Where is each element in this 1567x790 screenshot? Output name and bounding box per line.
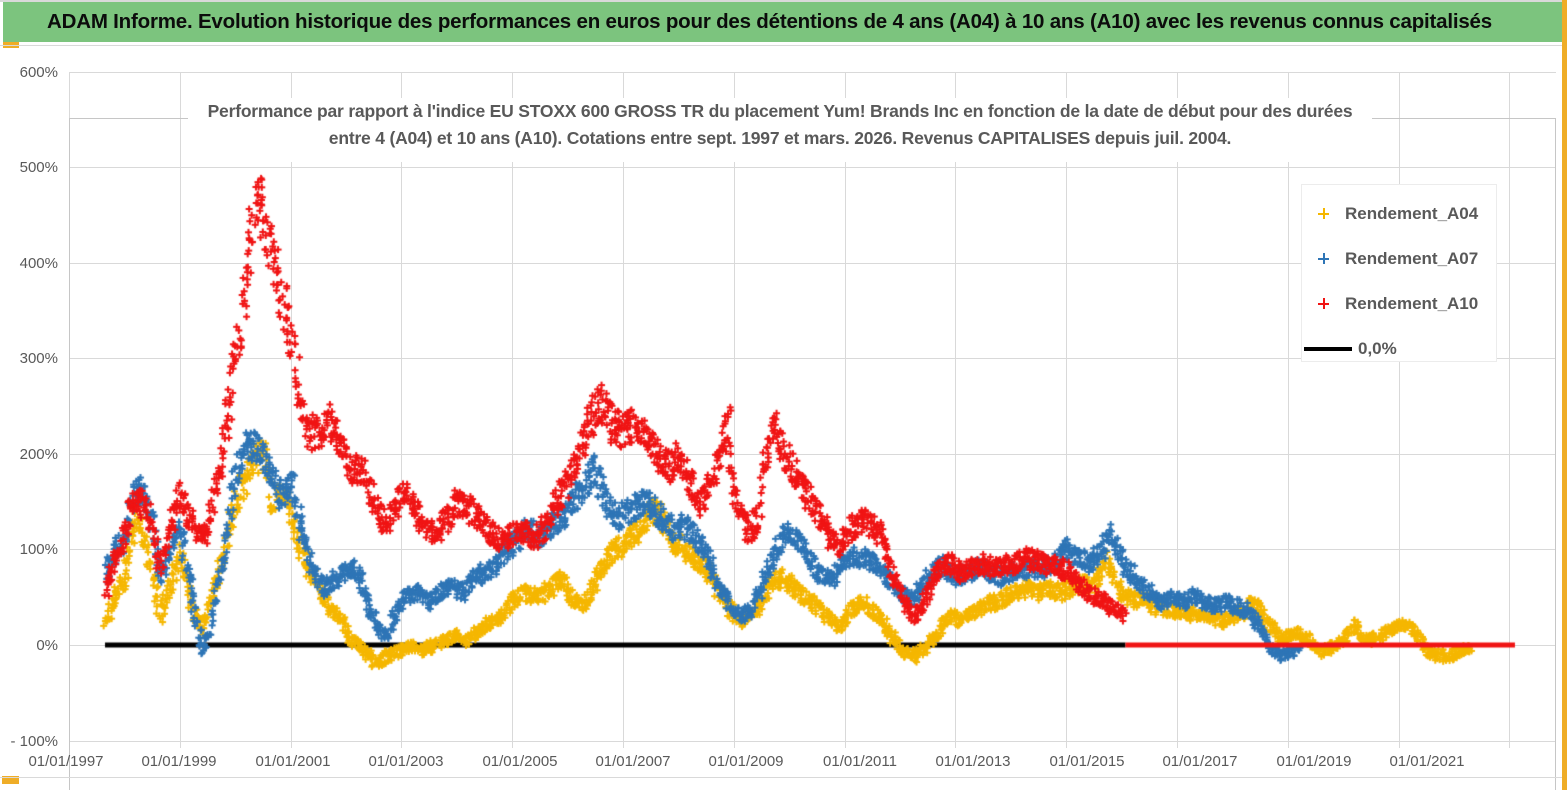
x-axis-label: 01/01/1997 bbox=[28, 753, 104, 770]
legend-label: Rendement_A04 bbox=[1345, 203, 1479, 223]
legend: Rendement_A04 Rendement_A07 Rendement_A10 0… bbox=[1301, 184, 1497, 362]
x-axis-label: 01/01/2005 bbox=[482, 753, 558, 770]
chart-title-line2: entre 4 (A04) et 10 ans (A10). Cotations… bbox=[328, 128, 1232, 148]
zero-line-marker-icon bbox=[1304, 346, 1352, 351]
x-axis-label: 01/01/2007 bbox=[595, 753, 671, 770]
legend-label: Rendement_A10 bbox=[1345, 293, 1479, 313]
legend-item-rendement-a07: Rendement_A07 bbox=[1302, 236, 1496, 281]
x-axis-label: 01/01/2009 bbox=[708, 753, 784, 770]
y-axis-label: 500% bbox=[19, 159, 58, 177]
scatter-canvas bbox=[0, 46, 1567, 790]
gold-accent-bottom bbox=[2, 776, 19, 784]
y-axis-label: 200% bbox=[19, 445, 58, 463]
x-axis-label: 01/01/2001 bbox=[255, 753, 331, 770]
header-underline bbox=[0, 45, 1562, 46]
chart-title-line1: Performance par rapport à l'indice EU ST… bbox=[207, 101, 1353, 121]
chart-area: Performance par rapport à l'indice EU ST… bbox=[0, 46, 1567, 790]
legend-label: 0,0% bbox=[1358, 338, 1397, 358]
legend-item-0-0-: 0,0% bbox=[1302, 326, 1496, 371]
legend-item-rendement-a10: Rendement_A10 bbox=[1302, 281, 1496, 326]
bottom-border-line bbox=[0, 777, 1562, 778]
chart-title: Performance par rapport à l'indice EU ST… bbox=[188, 98, 1372, 162]
top-border-line bbox=[0, 0, 1567, 2]
gold-right-border bbox=[1562, 0, 1567, 790]
x-axis-label: 01/01/2021 bbox=[1389, 753, 1465, 770]
y-axis-label: 0% bbox=[36, 637, 58, 654]
y-axis-label: 600% bbox=[19, 63, 58, 81]
y-axis-label: 400% bbox=[19, 254, 58, 272]
x-axis-label: 01/01/2003 bbox=[368, 753, 444, 770]
x-axis-label: 01/01/2019 bbox=[1276, 753, 1352, 770]
legend-item-rendement-a04: Rendement_A04 bbox=[1302, 191, 1496, 236]
y-axis-label: - 100% bbox=[10, 732, 58, 750]
legend-label: Rendement_A07 bbox=[1345, 248, 1479, 268]
x-axis-label: 01/01/2011 bbox=[823, 753, 897, 770]
x-axis-label: 01/01/2015 bbox=[1049, 753, 1125, 770]
plus-marker-icon bbox=[1318, 208, 1329, 219]
page-title: ADAM Informe. Evolution historique des p… bbox=[47, 10, 1492, 33]
x-axis-label: 01/01/1999 bbox=[141, 753, 217, 770]
x-axis-label: 01/01/2013 bbox=[935, 753, 1011, 770]
plus-marker-icon bbox=[1318, 298, 1329, 309]
plus-marker-icon bbox=[1318, 253, 1329, 264]
header-bar: ADAM Informe. Evolution historique des p… bbox=[3, 2, 1562, 42]
y-axis-label: 100% bbox=[19, 541, 58, 559]
x-axis-label: 01/01/2017 bbox=[1162, 753, 1238, 770]
y-axis-label: 300% bbox=[19, 350, 58, 368]
